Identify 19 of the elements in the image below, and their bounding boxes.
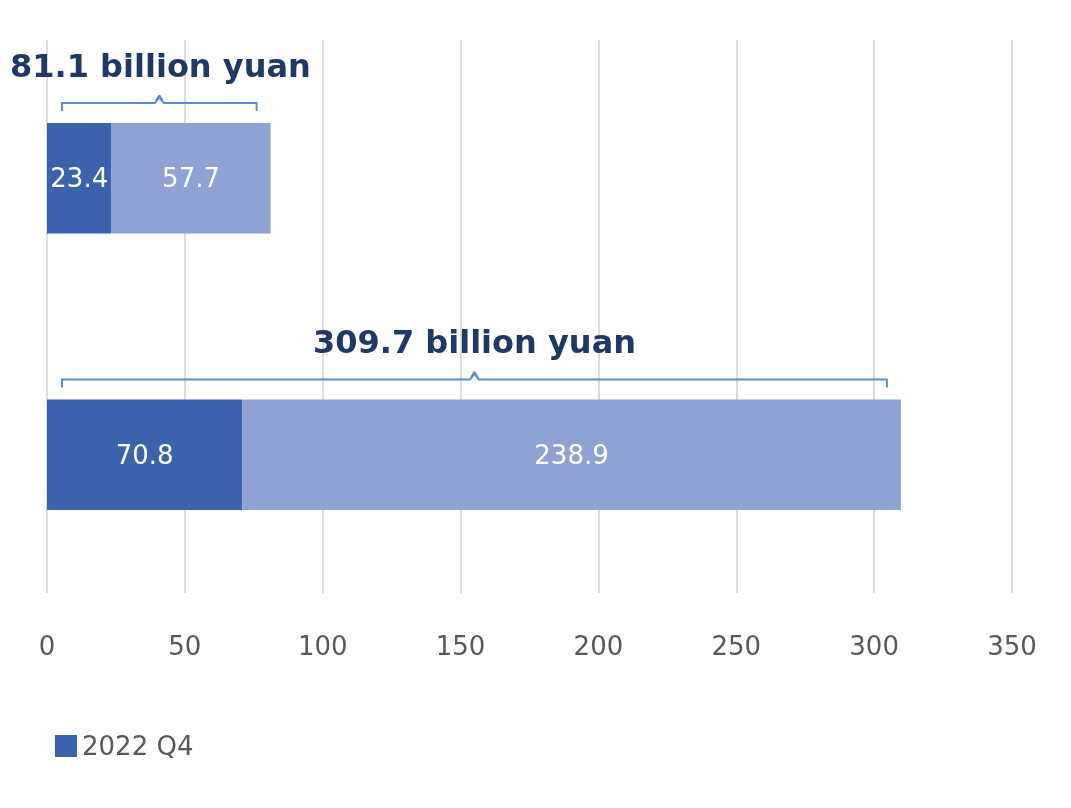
bar [242,399,901,511]
x-tick-label: 350 [987,631,1037,661]
x-tick-label: 300 [849,631,899,661]
x-tick-label: 150 [435,631,486,661]
x-tick-label: 0 [38,631,56,661]
x-tick-label: 50 [168,631,202,661]
data-label: 70.8 [115,439,174,470]
data-label: 57.7 [162,163,221,194]
bar [111,122,271,234]
total-label: 309.7 billion yuan [312,323,636,362]
x-tick-label: 200 [573,631,624,661]
total-label: 81.1 billion yuan [10,46,311,85]
bar [47,399,243,511]
x-tick-label: 100 [297,631,348,661]
legend-label: 2022 Q4 [82,731,194,761]
bar [47,122,112,234]
data-label: 238.9 [534,439,609,470]
data-label: 23.4 [50,163,109,194]
x-tick-label: 250 [711,631,762,661]
